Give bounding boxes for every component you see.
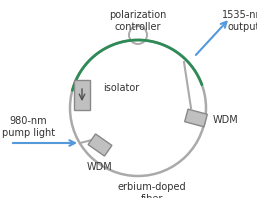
Text: 1535-nm
output: 1535-nm output xyxy=(222,10,257,32)
Polygon shape xyxy=(185,109,207,127)
Text: polarization
controller: polarization controller xyxy=(109,10,167,32)
Text: WDM: WDM xyxy=(87,162,113,172)
Polygon shape xyxy=(88,134,112,156)
Text: isolator: isolator xyxy=(103,83,139,93)
Polygon shape xyxy=(74,80,90,110)
Text: erbium-doped
fiber: erbium-doped fiber xyxy=(118,182,186,198)
Text: WDM: WDM xyxy=(213,115,239,125)
Text: 980-nm
pump light: 980-nm pump light xyxy=(2,116,55,138)
